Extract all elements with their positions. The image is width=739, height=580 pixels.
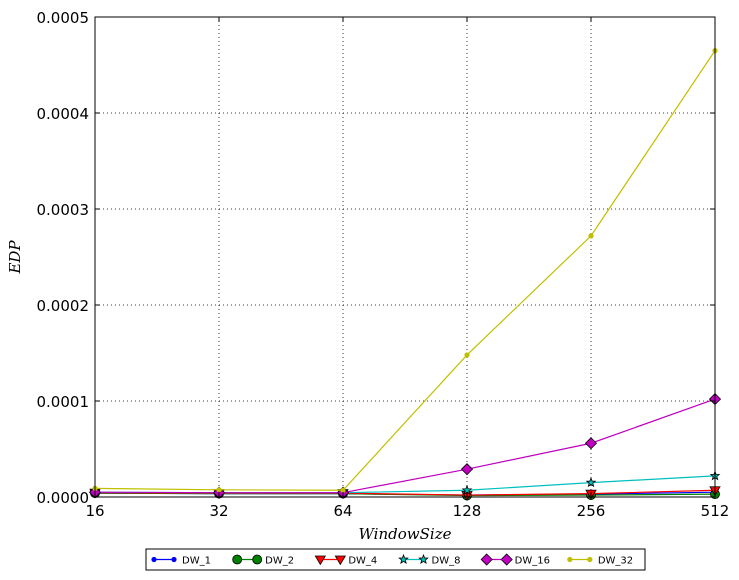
legend-marker xyxy=(480,553,493,566)
data-point xyxy=(340,487,346,493)
legend-marker xyxy=(252,554,263,565)
series-layer xyxy=(88,47,722,501)
y-tick-label: 0.0002 xyxy=(37,297,90,315)
data-point xyxy=(585,476,597,488)
legend: DW_1 DW_2 DW_4 DW_8 DW_16 DW_32 xyxy=(145,548,646,571)
data-point xyxy=(584,437,598,450)
axis-ticks: 0.0000 0.0001 0.0002 0.0003 0.0004 0.0005 16 32… xyxy=(37,9,730,520)
y-tick-label: 0.0005 xyxy=(37,9,90,27)
y-tick-label: 0.0003 xyxy=(37,201,90,219)
legend-marker xyxy=(232,554,243,565)
y-axis-label: EDP xyxy=(6,240,24,275)
grid-lines xyxy=(95,17,715,497)
x-tick-label: 64 xyxy=(333,502,352,520)
legend-entry: DW_32 xyxy=(567,556,633,567)
series-dw-32 xyxy=(92,47,718,493)
x-axis-label: WindowSize xyxy=(359,525,452,543)
legend-entry: DW_1 xyxy=(151,556,211,567)
legend-label: DW_1 xyxy=(182,556,211,567)
x-tick-label: 32 xyxy=(209,502,228,520)
legend-entry: DW_8 xyxy=(398,553,461,567)
legend-label: DW_2 xyxy=(265,556,294,567)
legend-entry: DW_2 xyxy=(232,554,294,567)
legend-marker xyxy=(587,556,593,563)
legend-marker xyxy=(398,553,409,565)
data-point xyxy=(464,352,470,358)
legend-label: DW_8 xyxy=(432,556,461,567)
y-tick-label: 0.0004 xyxy=(37,105,90,123)
legend-marker xyxy=(334,555,347,566)
y-tick-label: 0.0001 xyxy=(37,393,90,411)
legend-marker xyxy=(151,556,157,563)
legend-entry: DW_4 xyxy=(314,555,377,567)
legend-label: DW_4 xyxy=(348,556,377,567)
legend-entry: DW_16 xyxy=(480,553,550,567)
data-point xyxy=(460,463,474,476)
plot-frame xyxy=(94,16,716,498)
x-tick-label: 16 xyxy=(85,502,104,520)
legend-marker xyxy=(567,556,573,563)
legend-marker xyxy=(418,553,429,565)
data-point xyxy=(588,233,594,239)
series-line xyxy=(94,50,716,491)
x-tick-label: 256 xyxy=(577,502,606,520)
legend-marker xyxy=(500,553,513,566)
legend-marker xyxy=(314,555,327,566)
series-line xyxy=(94,475,716,494)
x-tick-label: 512 xyxy=(701,502,730,520)
x-tick-label: 128 xyxy=(453,502,482,520)
legend-box xyxy=(145,548,646,571)
legend-label: DW_16 xyxy=(515,556,550,567)
data-point xyxy=(216,487,222,493)
legend-label: DW_32 xyxy=(598,556,633,567)
series-dw-16 xyxy=(88,393,722,499)
legend-marker xyxy=(171,556,177,563)
y-tick-label: 0.0000 xyxy=(37,489,90,507)
series-line xyxy=(94,398,716,494)
